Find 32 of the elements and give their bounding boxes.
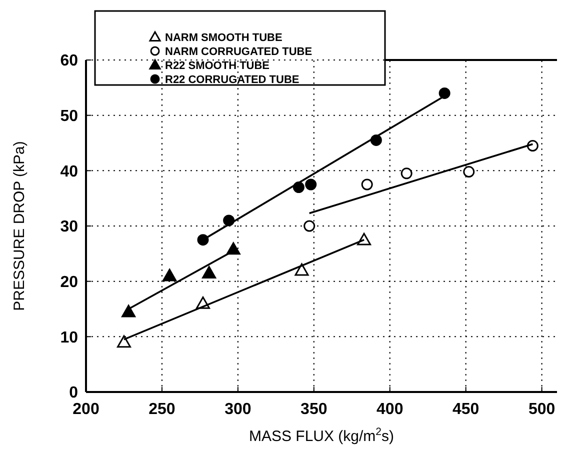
y-tick-label: 50 [60, 108, 78, 125]
x-axis-title: MASS FLUX (kg/m$^{2}$s) [248, 426, 394, 445]
point [197, 234, 209, 246]
point [361, 178, 373, 190]
point [294, 263, 309, 276]
point [202, 266, 216, 278]
y-tick-label: 40 [60, 163, 78, 180]
y-tick-label: 30 [60, 218, 78, 236]
point [400, 168, 412, 180]
point [304, 220, 316, 232]
legend-label: NARM SMOOTH TUBE [165, 32, 282, 44]
y-tick-label: 0 [69, 384, 78, 402]
x-tick-label: 400 [376, 401, 404, 418]
x-tick-label: 200 [72, 401, 100, 418]
legend-label: NARM CORRUGATED TUBE [165, 46, 312, 58]
x-tick-label: 500 [528, 401, 556, 418]
y-tick-label: 10 [60, 329, 78, 346]
y-tick-label: 20 [60, 274, 78, 291]
point [116, 335, 131, 348]
x-tick-label: 450 [452, 401, 480, 418]
y-tick-label: 60 [60, 52, 78, 70]
point [122, 304, 136, 318]
point [463, 166, 475, 178]
x-tick-label: 300 [224, 401, 252, 418]
legend-label: R22 SMOOTH TUBE [165, 60, 270, 72]
x-tick-label: 350 [300, 401, 328, 418]
y-axis-title: PRESSURE DROP (kPa) [11, 141, 28, 311]
legend-label: R22 CORRUGATED TUBE [165, 74, 300, 86]
point [162, 268, 177, 282]
x-tick-label: 250 [148, 401, 176, 418]
point [438, 87, 450, 99]
point [305, 178, 317, 190]
